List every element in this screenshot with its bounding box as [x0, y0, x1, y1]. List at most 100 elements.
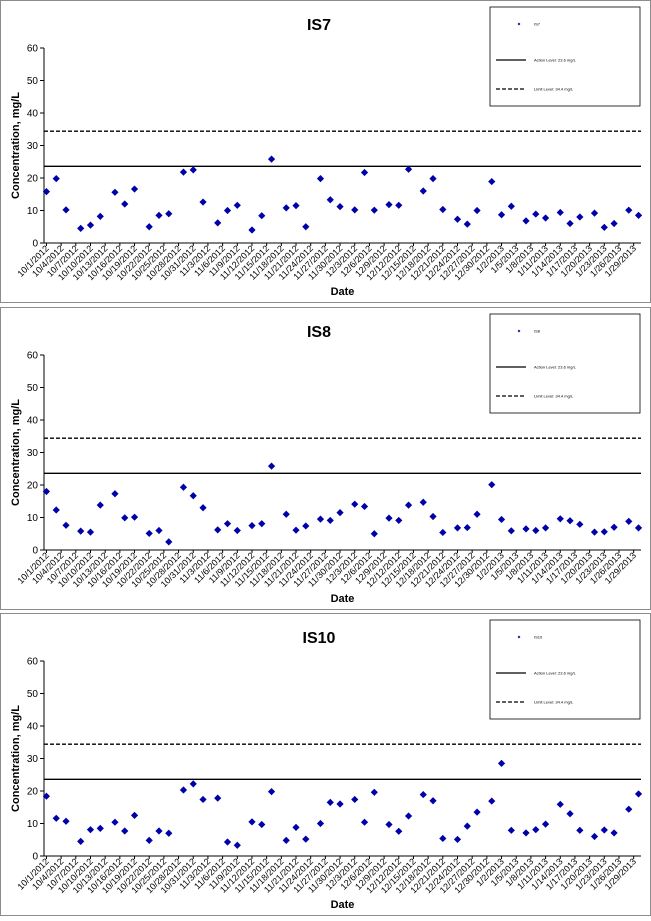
legend-label: IS8 — [534, 329, 541, 334]
chart-title: IS7 — [307, 17, 331, 34]
y-tick-label: 20 — [27, 174, 39, 185]
data-point — [566, 517, 574, 525]
data-point — [233, 841, 241, 849]
data-point — [223, 838, 232, 846]
data-point — [541, 524, 550, 532]
data-point — [302, 522, 310, 530]
data-point — [453, 835, 462, 844]
data-point — [336, 203, 344, 211]
legend-marker — [517, 635, 521, 639]
data-point — [507, 527, 515, 535]
data-point — [77, 837, 85, 845]
data-point — [189, 492, 197, 500]
y-tick-label: 0 — [32, 852, 38, 863]
data-point — [590, 832, 599, 841]
y-tick-label: 10 — [27, 819, 39, 830]
data-point — [404, 165, 413, 173]
x-axis-label: Date — [331, 899, 355, 911]
data-point — [292, 526, 300, 534]
data-point — [566, 219, 574, 228]
data-point — [336, 800, 344, 808]
data-point — [463, 822, 471, 830]
data-point — [600, 826, 608, 834]
data-point — [145, 223, 153, 231]
data-point — [258, 520, 266, 528]
data-point — [532, 826, 540, 834]
data-point — [111, 188, 119, 196]
data-point — [351, 795, 359, 804]
data-point — [86, 221, 95, 229]
y-tick-label: 10 — [27, 206, 39, 217]
data-point — [556, 208, 564, 217]
data-point — [62, 817, 70, 825]
data-point — [370, 530, 378, 538]
y-tick-label: 30 — [27, 754, 39, 765]
data-point — [351, 206, 359, 214]
data-point — [385, 514, 393, 522]
data-point — [439, 205, 447, 214]
data-point — [429, 175, 437, 183]
data-point — [370, 788, 378, 796]
data-point — [507, 202, 515, 210]
data-point — [52, 175, 60, 183]
data-point — [233, 526, 241, 535]
data-point — [86, 826, 95, 834]
data-point — [258, 212, 266, 220]
legend-label: Action Level: 23.6 mg/L — [534, 58, 577, 63]
data-point — [473, 206, 481, 215]
data-point — [395, 827, 403, 835]
legend-label: Limit Level: 34.4 mg/L — [534, 394, 574, 399]
data-point — [404, 812, 413, 820]
data-point — [199, 795, 207, 804]
data-point — [267, 155, 276, 163]
y-tick-label: 50 — [27, 383, 39, 394]
y-tick-label: 30 — [27, 141, 39, 152]
y-tick-label: 30 — [27, 448, 39, 459]
data-point — [488, 177, 496, 186]
data-point — [248, 818, 256, 826]
data-point — [96, 501, 104, 509]
data-point — [610, 523, 618, 531]
y-tick-label: 60 — [27, 657, 39, 668]
legend-label: Limit Level: 34.4 mg/L — [534, 87, 574, 92]
data-point — [522, 525, 530, 533]
data-point — [165, 538, 173, 546]
data-point — [302, 223, 310, 231]
data-point — [52, 814, 60, 822]
data-point — [419, 498, 427, 506]
data-point — [214, 794, 222, 802]
y-tick-label: 60 — [27, 44, 39, 55]
y-axis-label: Concentration, mg/L — [10, 399, 22, 506]
data-point — [111, 490, 119, 498]
data-point — [576, 520, 584, 528]
data-point — [439, 834, 447, 843]
data-point — [590, 209, 599, 217]
data-point — [145, 529, 153, 538]
data-point — [223, 206, 232, 215]
y-tick-label: 0 — [32, 546, 38, 557]
y-tick-label: 50 — [27, 689, 39, 700]
y-axis-label: Concentration, mg/L — [10, 705, 22, 812]
data-point — [600, 528, 608, 536]
y-tick-label: 10 — [27, 513, 39, 524]
data-point — [165, 210, 173, 218]
data-point — [497, 211, 506, 219]
y-axis-label: Concentration, mg/L — [10, 92, 22, 199]
data-point — [453, 524, 462, 532]
data-point — [463, 220, 471, 228]
legend-label: Action Level: 23.6 mg/L — [534, 365, 577, 370]
y-tick-label: 40 — [27, 416, 39, 427]
data-point — [370, 206, 378, 214]
data-point — [121, 827, 129, 835]
data-point — [199, 504, 207, 512]
data-point — [404, 501, 413, 509]
y-tick-label: 60 — [27, 351, 39, 362]
data-point — [507, 826, 515, 834]
data-point — [42, 188, 51, 196]
data-point — [267, 462, 276, 470]
data-point — [292, 823, 300, 831]
data-point — [556, 515, 564, 523]
data-point — [395, 201, 403, 209]
